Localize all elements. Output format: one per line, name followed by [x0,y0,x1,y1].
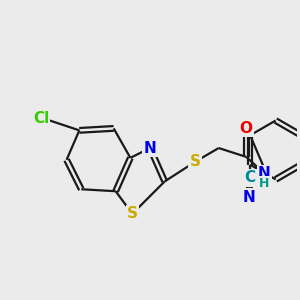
Text: N: N [258,166,271,181]
Text: O: O [240,121,253,136]
Text: N: N [242,190,255,205]
Text: Cl: Cl [33,111,49,126]
Text: N: N [144,140,156,155]
Text: S: S [190,154,201,169]
Text: H: H [259,177,269,190]
Text: C: C [244,170,256,185]
Text: S: S [127,206,138,221]
